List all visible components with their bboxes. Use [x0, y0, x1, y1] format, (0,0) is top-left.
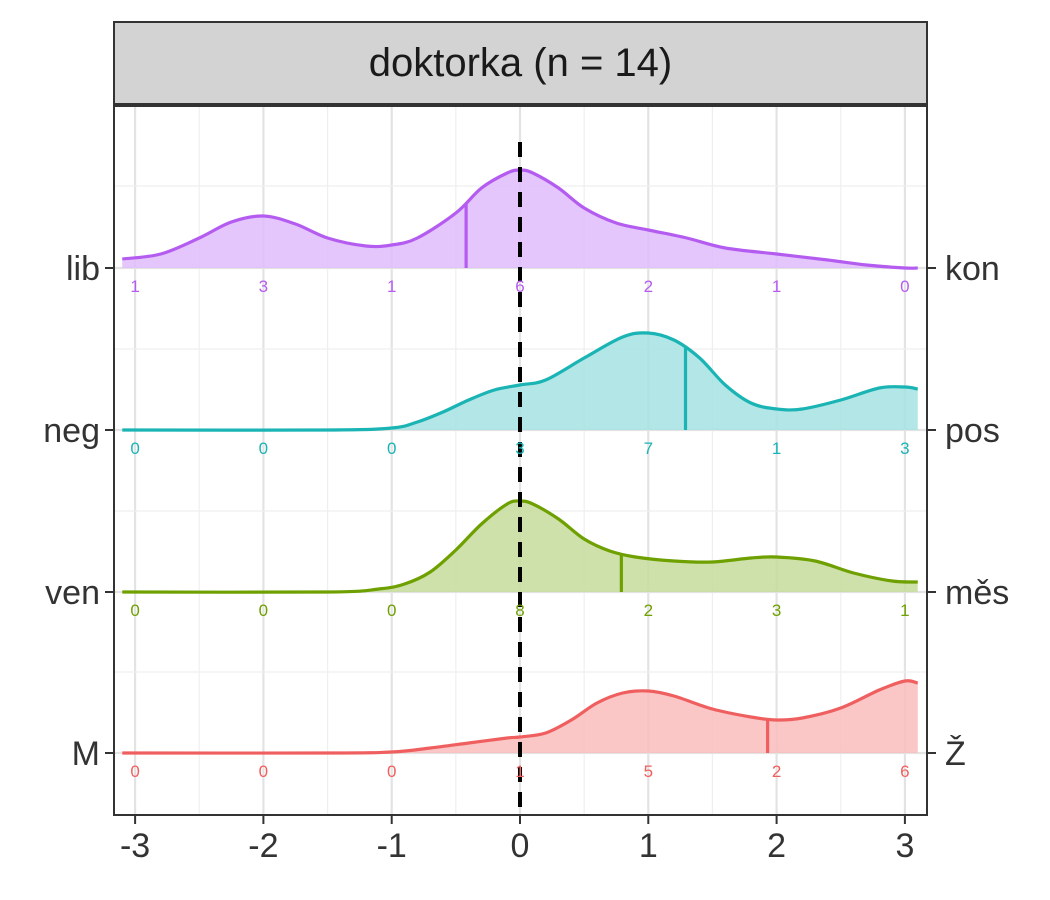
count-label: 1 [130, 277, 139, 296]
count-label: 0 [130, 439, 139, 458]
count-label: 0 [259, 439, 268, 458]
count-label: 0 [259, 762, 268, 781]
y-label-right: Ž [945, 735, 966, 773]
ridge-line [122, 168, 918, 270]
facet-title: doktorka (n = 14) [369, 41, 673, 85]
x-tick-label: 0 [511, 827, 530, 865]
count-label: 7 [644, 439, 653, 458]
count-label: 6 [515, 277, 524, 296]
ridge-M-Ž [122, 679, 919, 755]
y-label-left: ven [45, 574, 100, 612]
count-label: 1 [772, 277, 781, 296]
y-label-left: lib [66, 250, 100, 288]
count-label: 0 [130, 601, 139, 620]
ridge-area [122, 332, 918, 431]
y-label-right: pos [945, 412, 1000, 450]
y-label-left: M [72, 735, 100, 773]
facet-strip: doktorka (n = 14) [113, 21, 928, 105]
count-label: 0 [259, 601, 268, 620]
y-label-left: neg [43, 412, 100, 450]
x-tick-label: -2 [248, 827, 278, 865]
count-label: 0 [900, 277, 909, 296]
count-label: 3 [900, 439, 909, 458]
count-label: 1 [515, 762, 524, 781]
ridge-neg-pos [122, 331, 919, 432]
count-label: 1 [900, 601, 909, 620]
ridge-area [122, 680, 918, 754]
x-tick-label: -3 [120, 827, 150, 865]
facet-strip-background [113, 21, 928, 105]
count-label: 3 [515, 439, 524, 458]
count-label: 1 [387, 277, 396, 296]
axes: -3 -2 -1 0 1 2 3 lib kon neg pos ven měs M Ž [43, 250, 1009, 865]
count-label: 2 [772, 762, 781, 781]
x-tick-label: -1 [377, 827, 407, 865]
count-labels: 1 3 1 6 2 1 0 0 0 0 3 7 1 3 0 0 0 8 2 3 1 0 0 0 1 5 2 6 [130, 277, 909, 781]
ridge-line [122, 331, 919, 432]
count-label: 0 [387, 601, 396, 620]
count-label: 0 [130, 762, 139, 781]
ridge-line [122, 499, 918, 594]
count-label: 1 [772, 439, 781, 458]
ridge-line [122, 679, 919, 755]
count-label: 5 [644, 762, 653, 781]
x-tick-label: 2 [767, 827, 786, 865]
count-label: 3 [772, 601, 781, 620]
y-label-right: měs [945, 574, 1009, 612]
x-tick-label: 3 [895, 827, 914, 865]
y-label-right: kon [945, 250, 1000, 288]
count-label: 8 [515, 601, 524, 620]
count-label: 6 [900, 762, 909, 781]
count-label: 0 [387, 762, 396, 781]
count-label: 2 [644, 601, 653, 620]
count-label: 2 [644, 277, 653, 296]
count-label: 3 [259, 277, 268, 296]
x-tick-label: 1 [639, 827, 658, 865]
count-label: 0 [387, 439, 396, 458]
